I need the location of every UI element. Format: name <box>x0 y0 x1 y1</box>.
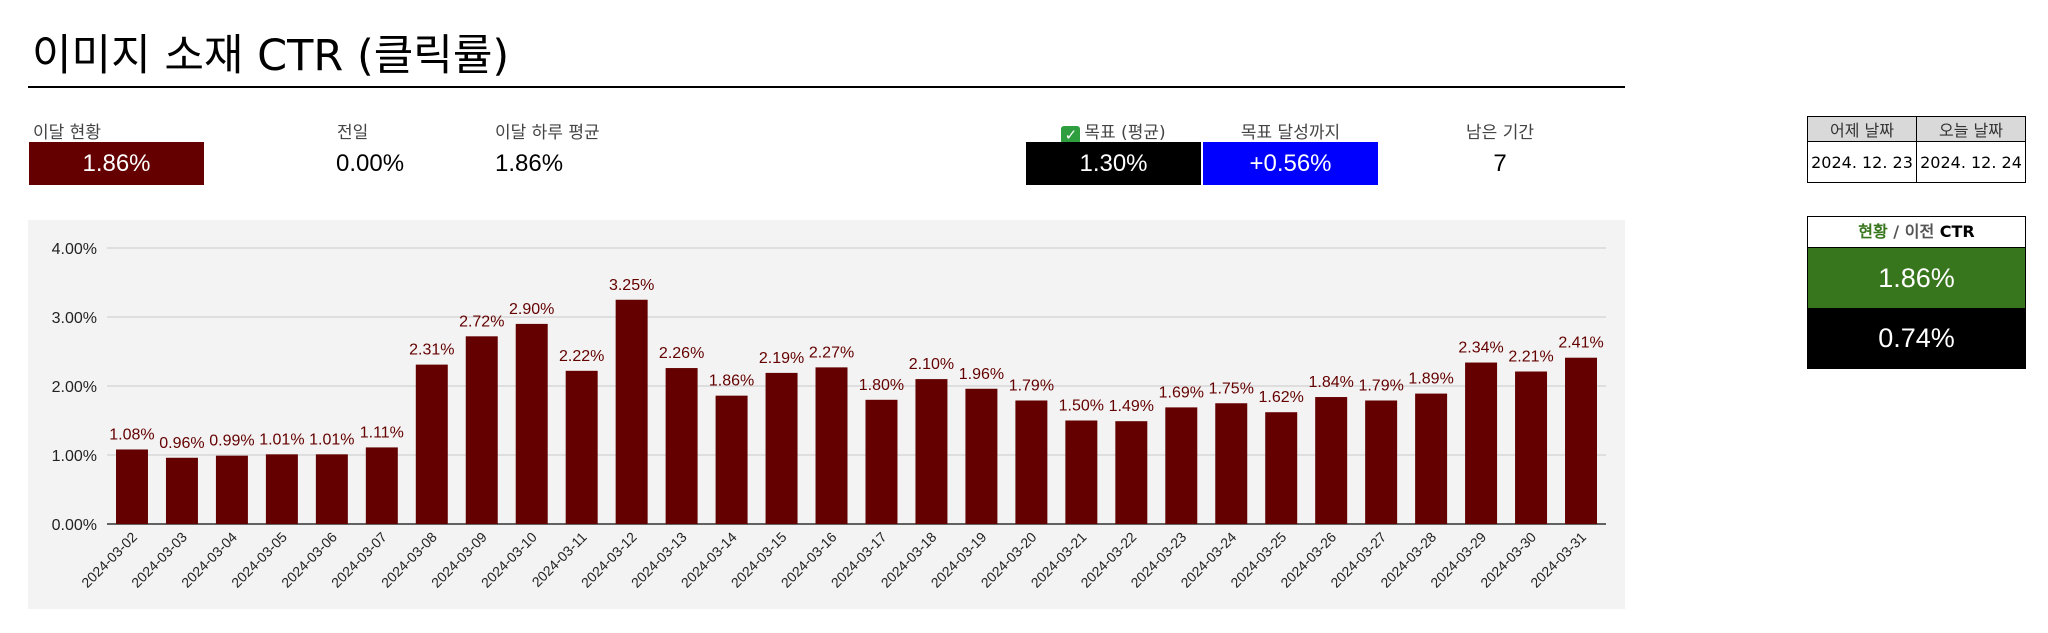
bar <box>815 367 848 524</box>
bar <box>1465 362 1498 524</box>
yesterday-date: 2024. 12. 23 <box>1807 141 1917 183</box>
kpi-to-target-label: 목표 달성까지 <box>1240 123 1341 143</box>
data-label: 2.27% <box>809 344 854 361</box>
title-divider <box>28 86 1625 88</box>
bar <box>765 372 798 524</box>
bar <box>1165 407 1198 524</box>
ctr-status-panel: 현황 / 이전 CTR 1.86% 0.74% <box>1807 216 2026 369</box>
kpi-target-label-text: 목표 (평균) <box>1084 123 1166 143</box>
y-tick-label: 2.00% <box>52 379 97 396</box>
bar <box>465 336 498 524</box>
kpi-target-value: 1.30% <box>1026 142 1201 185</box>
bar <box>1565 357 1598 524</box>
y-tick-label: 3.00% <box>52 310 97 327</box>
data-label: 1.79% <box>1009 377 1054 394</box>
data-label: 0.96% <box>159 435 204 452</box>
data-label: 2.10% <box>909 356 954 373</box>
data-label: 3.25% <box>609 277 654 294</box>
data-label: 2.21% <box>1508 349 1553 366</box>
bar <box>1265 412 1298 524</box>
status-header-metric: CTR <box>1934 222 1975 241</box>
bar <box>1415 393 1448 524</box>
data-label: 2.22% <box>559 348 604 365</box>
yesterday-header: 어제 날짜 <box>1807 116 1917 142</box>
kpi-month-status-label: 이달 현황 <box>33 123 101 143</box>
bar <box>1115 421 1148 524</box>
bar <box>415 364 448 524</box>
bar <box>1065 420 1098 524</box>
today-header: 오늘 날짜 <box>1916 116 2026 142</box>
kpi-remaining-value: 7 <box>1493 150 1507 177</box>
bar <box>615 299 648 524</box>
bar <box>1365 400 1398 524</box>
bar <box>965 388 998 524</box>
data-label: 1.62% <box>1259 389 1304 406</box>
status-previous-value: 0.74% <box>1808 308 2025 368</box>
status-header-current: 현황 <box>1858 222 1888 241</box>
data-label: 2.72% <box>459 313 504 330</box>
data-label: 1.84% <box>1308 374 1353 391</box>
date-table: 어제 날짜 오늘 날짜 2024. 12. 23 2024. 12. 24 <box>1807 116 2026 183</box>
bar <box>1315 397 1348 524</box>
kpi-remaining-label: 남은 기간 <box>1466 123 1534 143</box>
kpi-daily-average-label: 이달 하루 평균 <box>495 123 600 143</box>
bar <box>215 455 248 524</box>
data-label: 1.96% <box>959 366 1004 383</box>
data-label: 0.99% <box>209 433 254 450</box>
bar <box>915 379 948 524</box>
data-label: 1.80% <box>859 377 904 394</box>
data-label: 1.49% <box>1109 398 1154 415</box>
bar <box>1015 400 1048 524</box>
bar <box>665 368 698 524</box>
data-label: 1.11% <box>360 424 404 441</box>
bar <box>565 370 598 524</box>
data-label: 2.41% <box>1558 335 1603 352</box>
today-date: 2024. 12. 24 <box>1916 141 2026 183</box>
status-current-value: 1.86% <box>1808 248 2025 308</box>
kpi-previous-day-label: 전일 <box>337 123 369 143</box>
data-label: 1.08% <box>109 426 154 443</box>
kpi-target-label: ✓ 목표 (평균) <box>1026 118 1201 145</box>
y-tick-label: 4.00% <box>52 241 97 258</box>
ctr-bar-chart: 0.00% 1.00% 2.00% 3.00% 4.00% 1.08% 2024-03-02… <box>28 220 1625 609</box>
data-label: 1.79% <box>1358 377 1403 394</box>
check-mark-icon: ✓ <box>1061 126 1081 145</box>
bar <box>265 454 298 524</box>
chart-svg: 0.00%1.00%2.00%3.00%4.00%1.08%2024-03-02… <box>28 220 1625 609</box>
kpi-daily-average-value: 1.86% <box>495 150 564 177</box>
data-label: 2.34% <box>1458 340 1503 357</box>
bar <box>1215 403 1248 524</box>
bar <box>365 447 398 524</box>
data-label: 1.86% <box>709 373 754 390</box>
bar <box>115 449 148 524</box>
kpi-previous-day-value: 0.00% <box>336 150 405 177</box>
bar <box>865 399 898 524</box>
data-label: 2.19% <box>759 350 804 367</box>
bar <box>165 457 198 524</box>
data-label: 1.69% <box>1159 384 1204 401</box>
data-label: 2.26% <box>659 345 704 362</box>
bar <box>715 395 748 524</box>
y-tick-label: 0.00% <box>52 517 97 534</box>
data-label: 1.75% <box>1209 380 1254 397</box>
data-label: 1.01% <box>309 431 354 448</box>
bar <box>1515 371 1548 524</box>
status-header-previous: 이전 <box>1904 222 1935 241</box>
data-label: 1.01% <box>259 431 304 448</box>
bar <box>515 323 548 524</box>
bar <box>315 454 348 524</box>
status-header-separator: / <box>1887 222 1905 241</box>
kpi-month-status-value: 1.86% <box>29 142 204 185</box>
data-label: 1.89% <box>1408 371 1453 388</box>
y-tick-label: 1.00% <box>52 448 97 465</box>
kpi-to-target-value: +0.56% <box>1203 142 1378 185</box>
data-label: 2.90% <box>509 301 554 318</box>
status-panel-header: 현황 / 이전 CTR <box>1808 217 2025 248</box>
data-label: 2.31% <box>409 342 454 359</box>
data-label: 1.50% <box>1059 398 1104 415</box>
page-title: 이미지 소재 CTR (클릭률) <box>32 31 510 81</box>
